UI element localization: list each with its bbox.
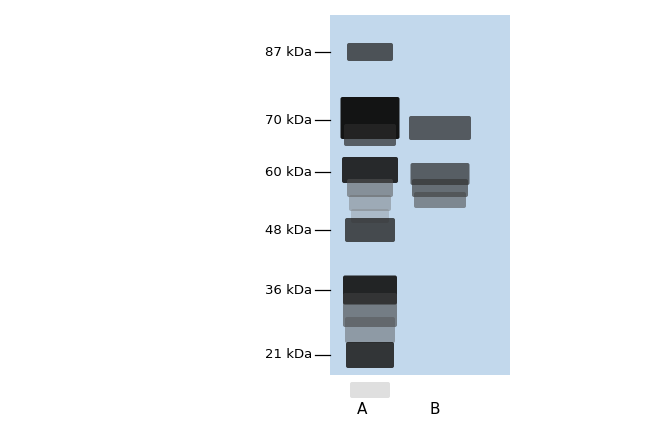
FancyBboxPatch shape [342,157,398,183]
Text: 60 kDa: 60 kDa [265,165,312,178]
Text: A: A [357,403,367,417]
FancyBboxPatch shape [349,195,391,211]
FancyBboxPatch shape [414,192,466,208]
Text: B: B [430,403,440,417]
FancyBboxPatch shape [343,276,397,305]
FancyBboxPatch shape [409,116,471,140]
Text: 36 kDa: 36 kDa [265,283,312,296]
Text: 21 kDa: 21 kDa [265,349,312,362]
FancyBboxPatch shape [345,317,395,343]
FancyBboxPatch shape [347,179,393,197]
FancyBboxPatch shape [346,342,394,368]
FancyBboxPatch shape [345,218,395,242]
Bar [330,15,510,375]
Text: 87 kDa: 87 kDa [265,45,312,58]
Text: 48 kDa: 48 kDa [265,223,312,236]
Text: 70 kDa: 70 kDa [265,114,312,127]
FancyBboxPatch shape [351,209,389,223]
FancyBboxPatch shape [347,43,393,61]
FancyBboxPatch shape [411,163,469,185]
FancyBboxPatch shape [343,293,397,327]
FancyBboxPatch shape [350,382,390,398]
FancyBboxPatch shape [412,179,468,197]
FancyBboxPatch shape [341,97,400,139]
FancyBboxPatch shape [344,124,396,146]
